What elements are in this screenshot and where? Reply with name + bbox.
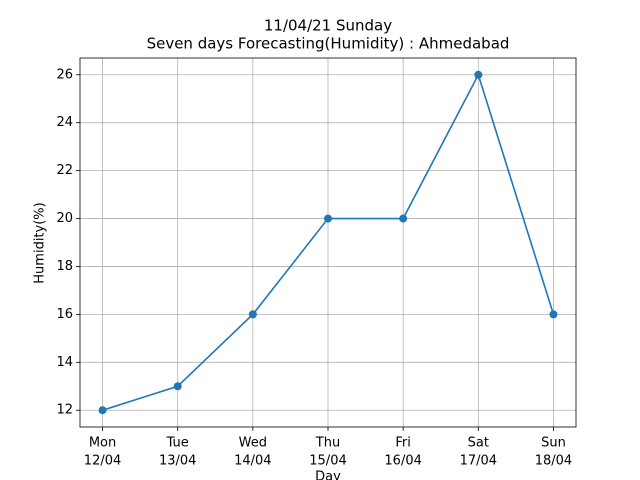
- y-tick-label: 18: [56, 259, 73, 274]
- x-tick-date: 16/04: [384, 454, 421, 469]
- plot-frame: [79, 57, 577, 428]
- chart-subtitle: Seven days Forecasting(Humidity) : Ahmed…: [147, 35, 510, 53]
- data-point: [248, 310, 257, 319]
- y-tick-label: 22: [56, 163, 73, 178]
- x-tick-date: 18/04: [535, 454, 572, 469]
- y-tick-label: 24: [56, 115, 73, 130]
- x-tick-label: Mon: [89, 436, 116, 451]
- x-tick-date: 17/04: [460, 454, 497, 469]
- x-tick-label: Sun: [541, 436, 566, 451]
- x-tick-date: 15/04: [309, 454, 346, 469]
- x-tick-date: 13/04: [159, 454, 196, 469]
- x-tick-label: Thu: [315, 436, 340, 451]
- y-axis-label: Humidity(%): [33, 202, 48, 283]
- y-tick-label: 14: [56, 355, 73, 370]
- x-tick-date: 12/04: [84, 454, 121, 469]
- y-tick-label: 26: [56, 67, 73, 82]
- data-point: [98, 406, 107, 415]
- x-tick-label: Sat: [468, 436, 489, 451]
- y-tick-label: 16: [56, 307, 73, 322]
- data-point: [399, 214, 408, 223]
- y-tick-label: 20: [56, 211, 73, 226]
- x-tick-label: Fri: [395, 436, 411, 451]
- y-tick-label: 12: [56, 403, 73, 418]
- x-tick-label: Wed: [239, 436, 267, 451]
- data-point: [173, 382, 182, 391]
- x-tick-label: Tue: [166, 436, 189, 451]
- data-point: [324, 214, 332, 223]
- x-tick-date: 14/04: [234, 454, 271, 469]
- data-point: [549, 310, 558, 319]
- x-axis-label: Day: [315, 470, 341, 480]
- chart-title: 11/04/21 Sunday: [264, 17, 392, 35]
- data-point: [474, 70, 483, 79]
